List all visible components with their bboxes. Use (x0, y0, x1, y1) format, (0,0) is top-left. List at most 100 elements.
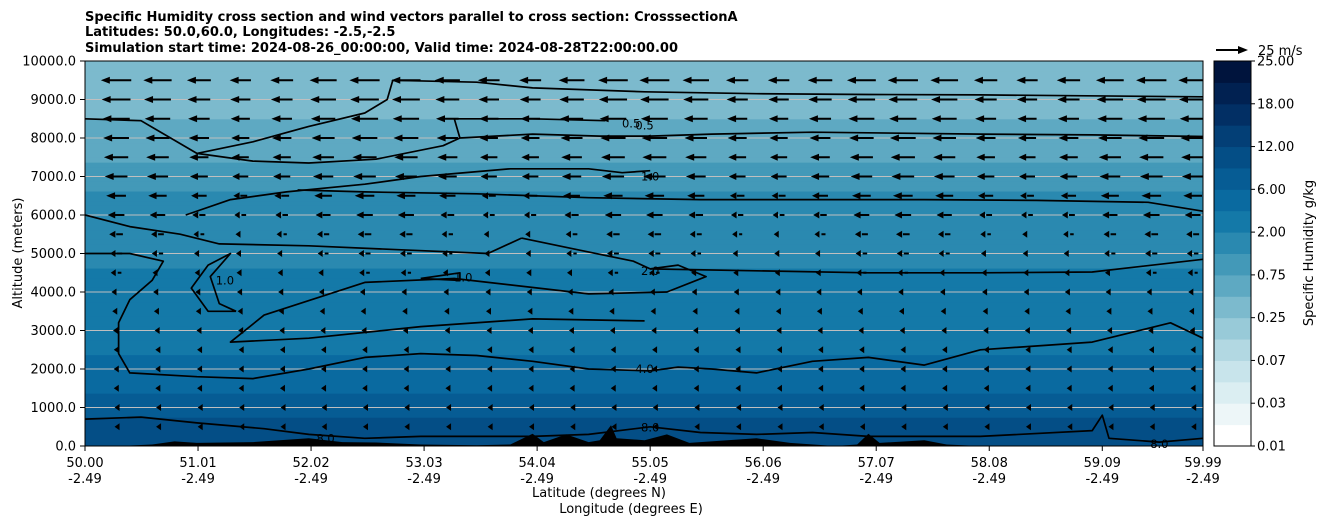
wind-arrowhead (351, 134, 361, 142)
humidity-band (85, 325, 1203, 332)
wind-arrowhead (153, 307, 159, 315)
wind-arrowhead (807, 76, 817, 84)
quiver-key-arrowhead (1238, 46, 1248, 54)
wind-arrowhead (102, 115, 112, 123)
wind-arrowhead (1139, 153, 1149, 161)
wind-arrowhead (857, 288, 863, 296)
wind-arrowhead (270, 76, 280, 84)
humidity-band (85, 99, 1203, 105)
chart-title-line-2: Latitudes: 50.0,60.0, Longitudes: -2.5,-… (85, 25, 395, 40)
wind-arrowhead (897, 269, 903, 277)
wind-arrowhead (361, 327, 367, 334)
wind-arrowhead (402, 327, 408, 334)
wind-arrowhead (1190, 384, 1196, 392)
humidity-band (85, 316, 1203, 322)
y-tick-label: 4000.0 (31, 286, 77, 301)
wind-arrowhead (776, 346, 782, 354)
x-tick-label-lon: -2.49 (1186, 472, 1220, 487)
wind-arrowhead (1099, 173, 1109, 180)
wind-arrowhead (1186, 230, 1193, 238)
contour-label: 4.0 (635, 362, 653, 376)
wind-arrowhead (900, 384, 906, 392)
contour-line-0.5 (196, 79, 1203, 155)
x-tick-label-lat: 55.05 (632, 456, 669, 471)
wind-arrowhead (279, 327, 285, 334)
wind-arrowhead (153, 288, 159, 296)
wind-arrowhead (568, 307, 574, 315)
humidity-band (85, 311, 1203, 317)
humidity-band (85, 186, 1203, 192)
wind-arrowhead (775, 288, 781, 296)
wind-arrowhead (770, 173, 778, 180)
wind-arrowhead (1017, 134, 1027, 142)
wind-arrowhead (607, 269, 613, 277)
wind-arrowhead (610, 365, 616, 373)
wind-arrowhead (1145, 250, 1151, 257)
wind-arrowhead (567, 269, 573, 277)
wind-arrowhead (521, 153, 530, 161)
wind-arrowhead (642, 153, 652, 161)
wind-arrowhead (733, 269, 739, 277)
humidity-band (85, 152, 1203, 158)
wind-arrowhead (818, 423, 824, 431)
wind-arrowhead (848, 115, 858, 123)
wind-arrowhead (857, 307, 863, 315)
contour-label: 0.5 (622, 116, 640, 130)
wind-arrowhead (527, 327, 533, 334)
humidity-band (85, 142, 1203, 149)
wind-arrowhead (694, 423, 700, 431)
wind-arrowhead (443, 288, 449, 296)
wind-arrowhead (1019, 173, 1027, 180)
wind-arrowhead (1024, 307, 1030, 315)
humidity-band (85, 109, 1203, 115)
wind-arrowhead (933, 153, 943, 161)
wind-arrowhead (230, 96, 240, 103)
wind-arrowhead (1022, 230, 1028, 238)
wind-arrowhead (486, 327, 492, 334)
wind-arrowhead (608, 288, 614, 296)
wind-arrowhead (735, 346, 741, 354)
x-tick-label-lat: 59.99 (1184, 456, 1221, 471)
wind-arrowhead (321, 404, 327, 411)
wind-arrowhead (487, 404, 493, 411)
contour-line-8.0 (85, 414, 1203, 443)
humidity-band (85, 373, 1203, 380)
wind-arrowhead (146, 173, 156, 180)
wind-arrowhead (1065, 307, 1071, 315)
wind-arrowhead (976, 153, 985, 161)
wind-arrowhead (1178, 96, 1188, 103)
wind-arrowhead (732, 230, 738, 238)
wind-arrowhead (193, 230, 199, 238)
wind-arrowhead (1025, 404, 1031, 411)
wind-arrowhead (855, 250, 861, 257)
wind-arrowhead (1066, 365, 1072, 373)
wind-arrowhead (479, 134, 488, 142)
wind-arrowhead (931, 96, 941, 103)
humidity-band (85, 282, 1203, 288)
wind-arrowhead (231, 153, 240, 161)
wind-arrowhead (525, 250, 531, 257)
wind-arrowhead (729, 192, 737, 200)
wind-arrowhead (733, 288, 739, 296)
wind-arrowhead (570, 423, 576, 431)
wind-arrowhead (1186, 250, 1193, 257)
wind-arrowhead (197, 384, 203, 392)
wind-arrowhead (649, 288, 655, 296)
wind-arrowhead (232, 173, 240, 180)
x-tick-label-lon: -2.49 (746, 472, 780, 487)
humidity-band (85, 210, 1203, 216)
wind-arrowhead (114, 423, 120, 431)
wind-arrowhead (558, 76, 568, 84)
wind-arrowhead (279, 384, 285, 392)
humidity-band (85, 267, 1203, 274)
wind-arrowhead (109, 230, 116, 238)
wind-arrowhead (690, 250, 696, 257)
wind-arrowhead (984, 423, 990, 431)
colorbar-segment (1214, 424, 1251, 447)
wind-arrowhead (887, 76, 897, 84)
wind-arrowhead (932, 134, 942, 142)
colorbar-segment (1214, 103, 1251, 126)
wind-arrowhead (777, 404, 783, 411)
wind-arrowhead (849, 153, 859, 161)
